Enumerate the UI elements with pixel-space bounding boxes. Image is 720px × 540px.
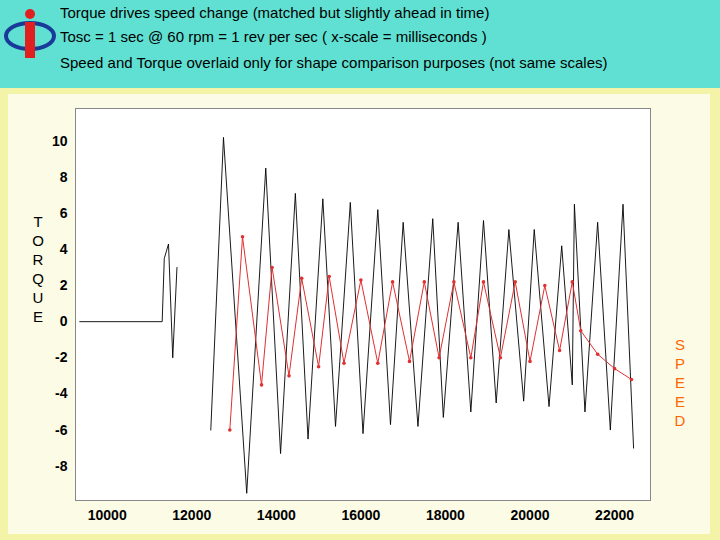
html-text:Speed and Torque overlaid only: Speed and Torque overlaid only for shape… [60,54,608,71]
html-text:Tosc = 1 sec @ 60 rpm = 1 rev: Tosc = 1 sec @ 60 rpm = 1 rev per sec ( … [60,28,487,45]
svg-text:20000: 20000 [511,507,550,523]
svg-text:-4: -4 [55,385,68,401]
svg-text:14000: 14000 [257,507,296,523]
html-text:E: E [675,374,685,391]
svg-text:10000: 10000 [88,507,127,523]
svg-text:6: 6 [60,205,68,221]
html-text:E: E [675,393,685,410]
svg-text:16000: 16000 [341,507,380,523]
html-text:T: T [33,213,43,230]
svg-text:-6: -6 [55,422,68,438]
html-text:Q: Q [32,270,44,287]
svg-text:-8: -8 [55,458,68,474]
svg-text:18000: 18000 [426,507,465,523]
svg-text:2: 2 [60,277,68,293]
svg-text:-2: -2 [55,349,68,365]
html-text:U: U [32,289,44,306]
svg-text:8: 8 [60,169,68,185]
svg-text:0: 0 [60,313,68,329]
svg-text:10: 10 [52,132,68,148]
html-text:E: E [33,308,43,325]
html-text:O: O [32,232,44,249]
html-text:Torque drives speed change (ma: Torque drives speed change (matched but … [60,4,490,21]
svg-text:12000: 12000 [172,507,211,523]
html-text:D: D [674,412,686,429]
html-text:S: S [675,336,685,353]
html-text:R: R [32,251,44,268]
svg-text:4: 4 [60,241,68,257]
html-text:P: P [675,355,685,372]
svg-text:22000: 22000 [595,507,634,523]
